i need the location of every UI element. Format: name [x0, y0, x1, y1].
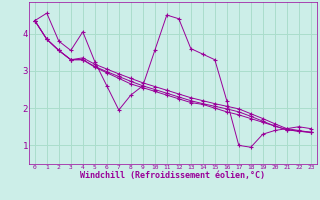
- X-axis label: Windchill (Refroidissement éolien,°C): Windchill (Refroidissement éolien,°C): [80, 171, 265, 180]
